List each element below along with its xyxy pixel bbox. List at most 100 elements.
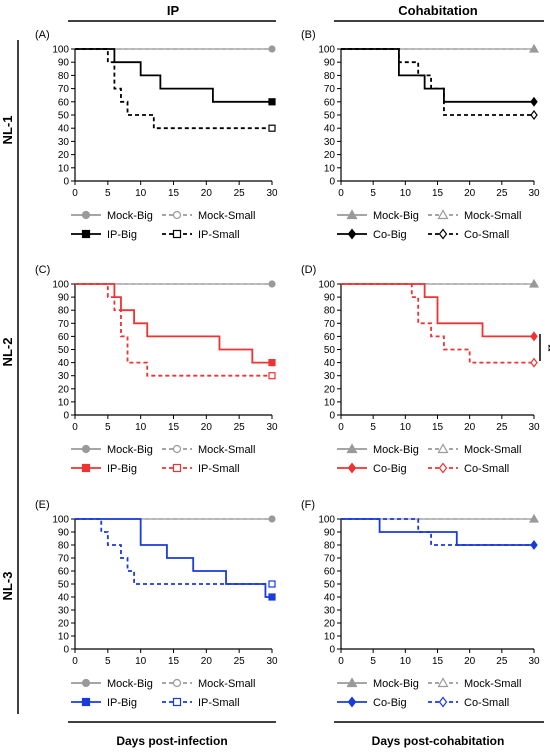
x-tick-label: 15: [432, 656, 444, 667]
y-tick-label: 80: [58, 541, 70, 552]
legend-marker-co-small: [438, 462, 448, 474]
y-tick-label: 70: [58, 84, 70, 95]
y-tick-label: 80: [58, 306, 70, 317]
y-tick-label: 30: [58, 371, 70, 382]
y-tick-label: 30: [58, 137, 70, 148]
x-tick-label: 25: [234, 656, 246, 667]
legend-label-co-small: Co-Small: [464, 463, 509, 475]
legend-label-co-big: Co-Big: [373, 463, 407, 475]
y-tick-label: 50: [324, 580, 336, 591]
y-tick-label: 60: [324, 567, 336, 578]
x-tick-label: 20: [464, 188, 476, 199]
y-tick-label: 10: [58, 397, 70, 408]
y-tick-label: 80: [324, 71, 336, 82]
series-end-marker-ip-big: [268, 359, 276, 367]
y-tick-label: 100: [318, 515, 335, 526]
legend-marker-ip-small: [172, 229, 182, 239]
legend-label-co-small: Co-Small: [464, 697, 509, 709]
x-tick-label: 15: [432, 188, 444, 199]
y-tick-label: 0: [329, 177, 335, 188]
x-tick-label: 10: [135, 188, 147, 199]
series-end-marker-ip-big: [268, 98, 276, 106]
y-tick-label: 0: [329, 411, 335, 422]
y-tick-label: 90: [324, 293, 336, 304]
panel-label-d: (D): [301, 264, 316, 276]
y-tick-label: 0: [63, 177, 69, 188]
y-tick-label: 70: [58, 554, 70, 565]
panel-label-a: (A): [35, 29, 50, 41]
x-tick-label: 15: [168, 422, 180, 433]
series-line-ip-small: [75, 283, 272, 377]
x-tick-label: 0: [338, 188, 344, 199]
x-tick-label: 10: [135, 656, 147, 667]
legend-marker-mock-small: [172, 678, 182, 688]
y-tick-label: 40: [58, 124, 70, 135]
y-tick-label: 100: [52, 45, 69, 56]
legend-marker-mock-big: [81, 210, 91, 220]
y-tick-label: 20: [324, 619, 336, 630]
y-tick-label: 30: [324, 137, 336, 148]
legend-marker-mock-big: [81, 444, 91, 454]
legend-label-mock-small: Mock-Small: [198, 678, 255, 690]
x-tick-label: 20: [464, 422, 476, 433]
x-tick-label: 5: [370, 188, 376, 199]
y-tick-label: 90: [58, 293, 70, 304]
panel-b: (B) 0 10 20 30 40 50 60 70 80 90 100 0 5 10 15 20 25 30 Moc…: [301, 29, 540, 241]
y-tick-label: 100: [318, 280, 335, 291]
legend-label-mock-small: Mock-Small: [464, 678, 521, 690]
x-tick-label: 10: [400, 656, 412, 667]
y-tick-label: 40: [58, 358, 70, 369]
legend-label-ip-big: IP-Big: [107, 229, 137, 241]
series-end-marker-co-big: [530, 331, 538, 342]
legend-label-ip-small: IP-Small: [198, 463, 240, 475]
panel-d: (D) 0 10 20 30 40 50 60 70 80 90 100 0 5 10 15 20 25 30 Moc…: [301, 264, 540, 475]
x-tick-label: 20: [201, 188, 213, 199]
x-tick-label: 30: [528, 422, 540, 433]
x-tick-label: 10: [135, 422, 147, 433]
legend-marker-ip-small: [172, 697, 182, 707]
y-tick-label: 40: [324, 593, 336, 604]
legend-marker-co-small: [438, 696, 448, 708]
series-end-marker-ip-big: [268, 593, 276, 601]
y-tick-label: 40: [58, 593, 70, 604]
y-tick-label: 10: [324, 163, 336, 174]
y-tick-label: 30: [324, 371, 336, 382]
bottom-label-cohabitation: Days post-cohabitation: [372, 734, 505, 748]
y-tick-label: 50: [58, 580, 70, 591]
y-tick-label: 100: [52, 515, 69, 526]
series-end-marker-ip-small: [268, 124, 276, 132]
legend-marker-mock-small: [437, 209, 449, 220]
y-tick-label: 60: [324, 332, 336, 343]
series-line-co-small: [341, 518, 534, 546]
x-tick-label: 15: [432, 422, 444, 433]
y-tick-label: 40: [324, 124, 336, 135]
x-tick-label: 20: [201, 656, 213, 667]
y-tick-label: 0: [63, 411, 69, 422]
y-tick-label: 20: [58, 150, 70, 161]
legend-marker-ip-small: [172, 463, 182, 473]
x-tick-label: 10: [400, 422, 412, 433]
y-tick-label: 10: [324, 632, 336, 643]
y-tick-label: 10: [324, 397, 336, 408]
y-tick-label: 50: [324, 345, 336, 356]
legend-label-co-big: Co-Big: [373, 229, 407, 241]
series-line-ip-big: [75, 48, 272, 103]
y-tick-label: 20: [324, 150, 336, 161]
legend-marker-co-small: [438, 228, 448, 240]
y-tick-label: 40: [324, 358, 336, 369]
y-tick-label: 90: [58, 528, 70, 539]
column-header-ip: IP: [167, 3, 180, 18]
y-tick-label: 50: [58, 111, 70, 122]
panel-label-f: (F): [301, 499, 315, 511]
legend-label-mock-big: Mock-Big: [107, 444, 153, 456]
legend-marker-mock-small: [172, 444, 182, 454]
x-tick-label: 0: [72, 188, 78, 199]
panel-label-e: (E): [35, 499, 50, 511]
legend-marker-ip-big: [81, 229, 91, 239]
series-end-marker-co-big: [530, 96, 538, 107]
legend-marker-co-big: [347, 696, 357, 708]
x-tick-label: 20: [201, 422, 213, 433]
legend-label-mock-big: Mock-Big: [373, 210, 419, 222]
x-tick-label: 5: [105, 188, 111, 199]
